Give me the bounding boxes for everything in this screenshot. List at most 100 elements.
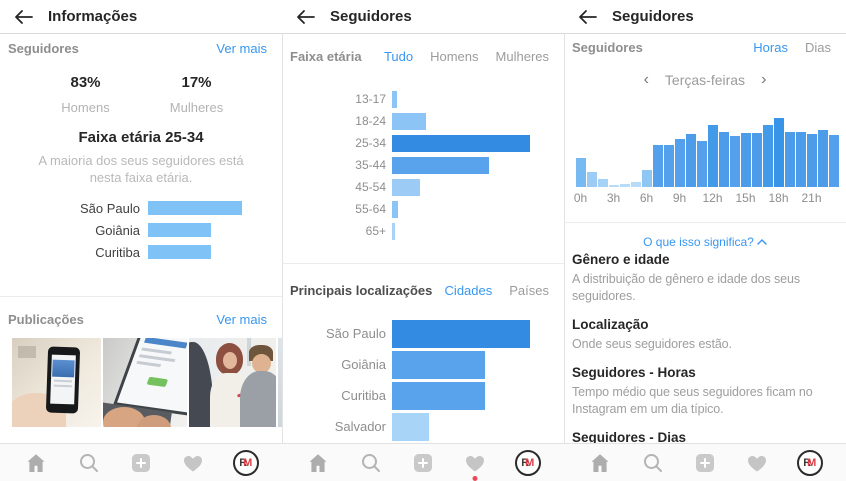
city-row: São Paulo (0, 197, 282, 219)
tab-all[interactable]: Tudo (383, 49, 414, 64)
nav-home-button[interactable] (23, 450, 49, 476)
hour-axis-label: 21h (801, 191, 822, 205)
post-thumbnail-laptop[interactable] (103, 338, 187, 427)
hour-axis-label: 6h (639, 191, 654, 205)
age-label: 45-54 (355, 180, 386, 194)
laptop-screen-shape (113, 338, 187, 416)
hour-bar (829, 135, 839, 187)
city-label: Curitiba (95, 244, 140, 260)
activity-filter-tabs: Horas Dias (753, 40, 831, 55)
info-section: Localização Onde seus seguidores estão. (572, 317, 842, 353)
post-thumbnail-partial[interactable] (278, 338, 282, 427)
nav-search-button[interactable] (76, 450, 102, 476)
info-section: Gênero e idade A distribuição de gênero … (572, 252, 842, 305)
age-bar (392, 112, 426, 130)
hour-axis-label: 18h (768, 191, 789, 205)
back-arrow-icon[interactable] (576, 5, 600, 29)
info-section-title: Seguidores - Horas (572, 365, 696, 380)
info-section-title: Localização (572, 317, 649, 332)
man-body-shape (240, 371, 276, 427)
nav-profile-button[interactable]: R M (232, 450, 259, 476)
heart-icon (748, 456, 767, 472)
tab-men[interactable]: Homens (430, 49, 479, 64)
locations-filter-tabs: Cidades Países (445, 283, 549, 298)
age-bar (392, 90, 397, 108)
app-header: Seguidores (564, 0, 846, 34)
followers-section-label: Seguidores (8, 41, 79, 56)
hour-bar (587, 172, 597, 187)
page-title: Informações (48, 8, 138, 25)
location-row: Salvador (282, 411, 564, 442)
nav-home-button[interactable] (305, 450, 331, 476)
back-arrow-icon[interactable] (294, 5, 318, 29)
previous-day-chevron[interactable]: ‹ (643, 71, 649, 88)
phone-screen-shape (50, 354, 76, 405)
back-arrow-icon[interactable] (12, 5, 36, 29)
posts-see-more-link[interactable]: Ver mais (216, 312, 267, 327)
nav-home-button[interactable] (587, 450, 613, 476)
post-thumbnail-meeting[interactable] (189, 338, 276, 427)
age-bar (392, 222, 395, 240)
nav-search-button[interactable] (640, 450, 666, 476)
men-label: Homens (61, 100, 110, 115)
followers-see-more-link[interactable]: Ver mais (216, 41, 267, 56)
tab-days[interactable]: Dias (804, 40, 831, 55)
nav-activity-button[interactable] (180, 450, 206, 476)
home-icon (591, 454, 609, 472)
divider (282, 263, 564, 264)
age-range-subtext-line2: nesta faixa etária. (89, 170, 193, 185)
followers-activity-row: Seguidores Horas Dias (572, 40, 831, 55)
green-button-shape (146, 376, 169, 388)
age-label: 55-64 (355, 202, 386, 216)
city-label: Goiânia (95, 222, 140, 238)
nav-profile-button[interactable]: R M (514, 450, 541, 476)
hour-axis-label: 3h (606, 191, 621, 205)
meaning-link-text: O que isso significa? (643, 235, 754, 249)
nav-new-post-button[interactable] (692, 450, 718, 476)
text-line-shape (136, 360, 162, 368)
search-icon (643, 454, 662, 472)
home-icon (27, 454, 45, 472)
hour-bar (752, 133, 762, 187)
nav-search-button[interactable] (358, 450, 384, 476)
app-header: Informações (0, 0, 282, 34)
hour-bar (664, 145, 674, 187)
location-bar (392, 412, 429, 441)
nav-activity-button[interactable] (744, 450, 770, 476)
age-label: 13-17 (355, 92, 386, 106)
nav-new-post-button[interactable] (410, 450, 436, 476)
avatar-letter-r: R (803, 457, 812, 469)
age-section-row: Faixa etária Tudo Homens Mulheres (290, 49, 549, 64)
nav-activity-button[interactable] (462, 450, 488, 481)
location-row: Curitiba (282, 380, 564, 411)
followers-activity-label: Seguidores (572, 40, 643, 55)
tab-cities[interactable]: Cidades (444, 283, 493, 298)
gender-stat-men: 83% Homens (30, 74, 141, 115)
hour-axis: 0h 3h 6h 9h 12h 15h 18h 21h (564, 191, 828, 205)
hour-bar (741, 133, 751, 187)
location-label: Goiânia (341, 357, 386, 372)
top-locations-chart: São Paulo Goiânia Curitiba Salvador (282, 318, 564, 473)
age-range-subtext-line1: A maioria dos seus seguidores está (38, 153, 244, 168)
hour-axis-label: 9h (672, 191, 687, 205)
next-day-chevron[interactable]: › (761, 71, 767, 88)
age-section-label: Faixa etária (290, 49, 362, 64)
post-thumbnail-phone-car[interactable] (12, 338, 101, 427)
hour-bar (609, 185, 619, 187)
meaning-link[interactable]: O que isso significa? (564, 235, 846, 249)
location-label: Salvador (334, 419, 386, 434)
nav-profile-button[interactable]: R M (796, 450, 823, 476)
age-row: 13-17 (282, 88, 564, 110)
profile-avatar: R M (232, 450, 259, 476)
info-section: Seguidores - Horas Tempo médio que seus … (572, 365, 842, 418)
tab-women[interactable]: Mulheres (495, 49, 549, 64)
location-label: Curitiba (341, 388, 386, 403)
nav-new-post-button[interactable] (128, 450, 154, 476)
avatar-letter-r: R (239, 457, 248, 469)
divider (564, 222, 846, 223)
tab-hours[interactable]: Horas (753, 40, 788, 55)
age-label: 35-44 (355, 158, 386, 172)
hour-bar (620, 184, 630, 187)
tab-countries[interactable]: Países (509, 283, 549, 298)
